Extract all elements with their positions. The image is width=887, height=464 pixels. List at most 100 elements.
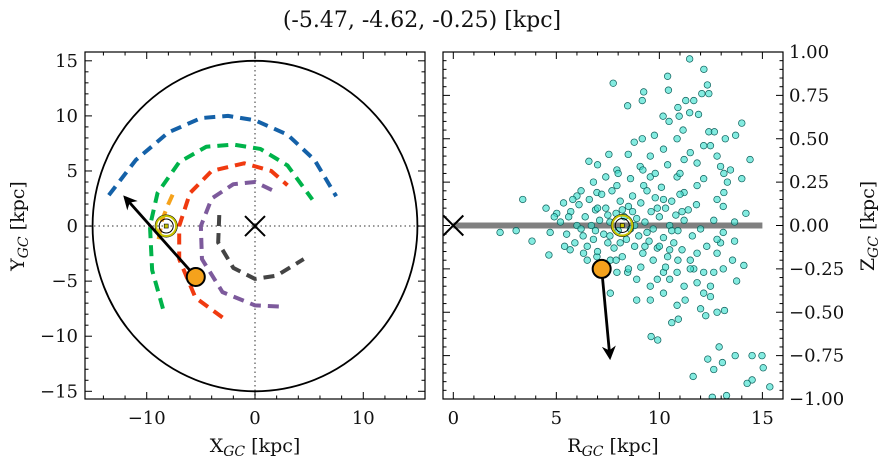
star-point [657,183,666,191]
star-point [700,289,708,297]
spiral-arm-6 [216,214,305,281]
star-point [581,213,589,221]
star-point [693,159,701,167]
star-point [600,230,608,238]
left-y-axis-label: YGC [kpc] [7,181,32,272]
star-point [694,110,703,119]
galactic-center-marker [244,215,266,237]
star-point [562,230,571,238]
star-point [575,201,583,209]
star-point [674,256,682,264]
star-point [731,351,739,360]
star-point [595,216,604,224]
sun-center-dot [163,223,169,229]
star-point [646,173,654,181]
star-point [496,228,504,237]
star-point [556,218,565,226]
star-point [613,181,621,190]
star-point [624,150,632,159]
star-point [646,282,654,290]
star-point [718,358,727,367]
y-tick-label: 0.75 [789,85,829,106]
y-tick-label: −0.25 [789,259,844,280]
star-point [719,202,727,211]
star-point [664,86,673,94]
star-point [686,265,694,273]
star-point [614,169,622,178]
y-tick-label: 0 [67,216,78,237]
right-panel-rz: 0 5 10 15 1.00 0.75 0.50 0.25 0.00 −0.25 −0.50 −0.7… [442,42,882,460]
star-point [719,265,727,273]
sun-center-dot [619,223,625,228]
star-point [612,256,620,264]
star-point [759,364,767,372]
star-point [606,289,614,297]
star-point [519,195,527,204]
spiral-arm-1 [107,113,338,198]
star-point [730,237,739,245]
star-point [624,202,633,211]
star-point [655,213,664,221]
star-point [512,227,520,235]
star-point [646,152,654,160]
star-point [666,246,674,254]
sun-inner-ring [158,218,174,234]
star-point [579,232,587,240]
star-point [609,79,617,87]
star-point [723,178,732,186]
star-point [722,391,731,399]
star-point [651,169,659,178]
star-point [604,211,612,219]
star-point [673,268,681,276]
star-point [713,152,721,160]
star-point [708,393,716,399]
star-point [743,379,751,388]
star-point [602,204,610,212]
star-point [693,181,701,190]
star-point [706,292,715,301]
star-point [710,216,718,224]
left-x-axis-label: XGC [kpc] [210,435,301,460]
star-point [738,119,746,127]
star-point [616,197,624,205]
x-tick-label: 10 [648,408,671,429]
y-tick-label: 5 [67,161,78,182]
star-point [676,169,684,178]
y-tick-label: 15 [55,51,78,72]
y-tick-label: 0.00 [789,216,829,237]
star-point [628,192,637,200]
star-point [616,239,624,247]
star-point [649,225,657,233]
star-point [700,142,708,150]
star-point [637,199,645,207]
star-point [700,268,708,276]
velocity-arrow [600,268,616,361]
star-point [732,277,741,285]
star-point [663,161,672,169]
star-point [721,135,729,143]
star-point [589,235,598,244]
star-point [746,155,754,164]
star-point [726,166,735,174]
star-point [659,289,668,297]
star-point [577,187,585,195]
star-point [647,207,655,216]
star-point [673,301,681,309]
star-point [650,131,659,139]
star-point [758,351,766,360]
star-point [676,190,684,198]
star-point [715,343,723,351]
star-point [661,263,670,271]
star-point [640,88,648,96]
x-tick-label: 10 [352,408,375,429]
star-point [545,251,553,259]
star-point [571,239,579,247]
star-point [585,195,593,204]
star-point [593,204,602,212]
star-point [560,242,569,250]
star-point [585,157,593,165]
sun-inner-ring [614,218,630,233]
star-point [696,305,705,313]
star-point [655,242,664,250]
star-point [696,225,705,233]
